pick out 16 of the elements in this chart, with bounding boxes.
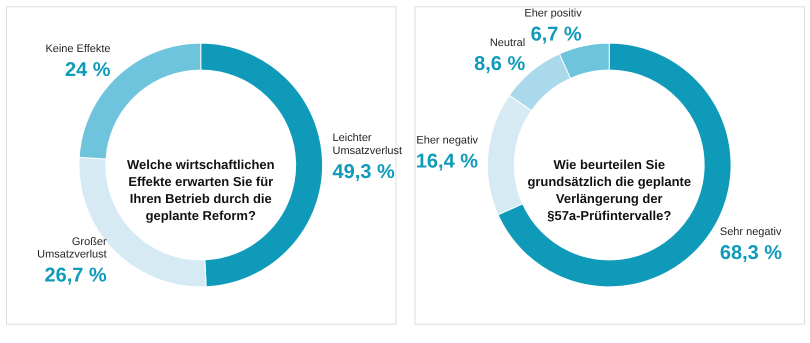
data-label: 26,7 % — [44, 264, 107, 287]
data-label: 6,7 % — [530, 23, 582, 46]
slice-label: Eher positiv — [524, 7, 582, 20]
slice-label: Keine Effekte — [45, 43, 111, 56]
slice-label: Großer Umsatzverlust — [37, 236, 107, 261]
data-label: 16,4 % — [416, 150, 478, 172]
data-label: 24 % — [64, 59, 111, 82]
slice-label: Eher negativ — [416, 134, 479, 146]
data-label: 49,3 % — [332, 160, 395, 183]
text: Welche wirtschaftlichen Effekte erwarten Sie für Ihren Betrieb durch die geplante Reform? — [126, 156, 275, 223]
text: Wie beurteilen Sie grundsätzlich die geplante Verlängerung der §57a-Prüfintervalle? — [527, 156, 692, 223]
slice-label: Sehr negativ — [720, 226, 782, 238]
data-label: 8,6 % — [474, 53, 526, 76]
slice-label: Neutral — [490, 37, 526, 50]
data-label: 68,3 % — [720, 242, 782, 264]
slice-label: Leichter Umsatzverlust — [332, 132, 402, 157]
